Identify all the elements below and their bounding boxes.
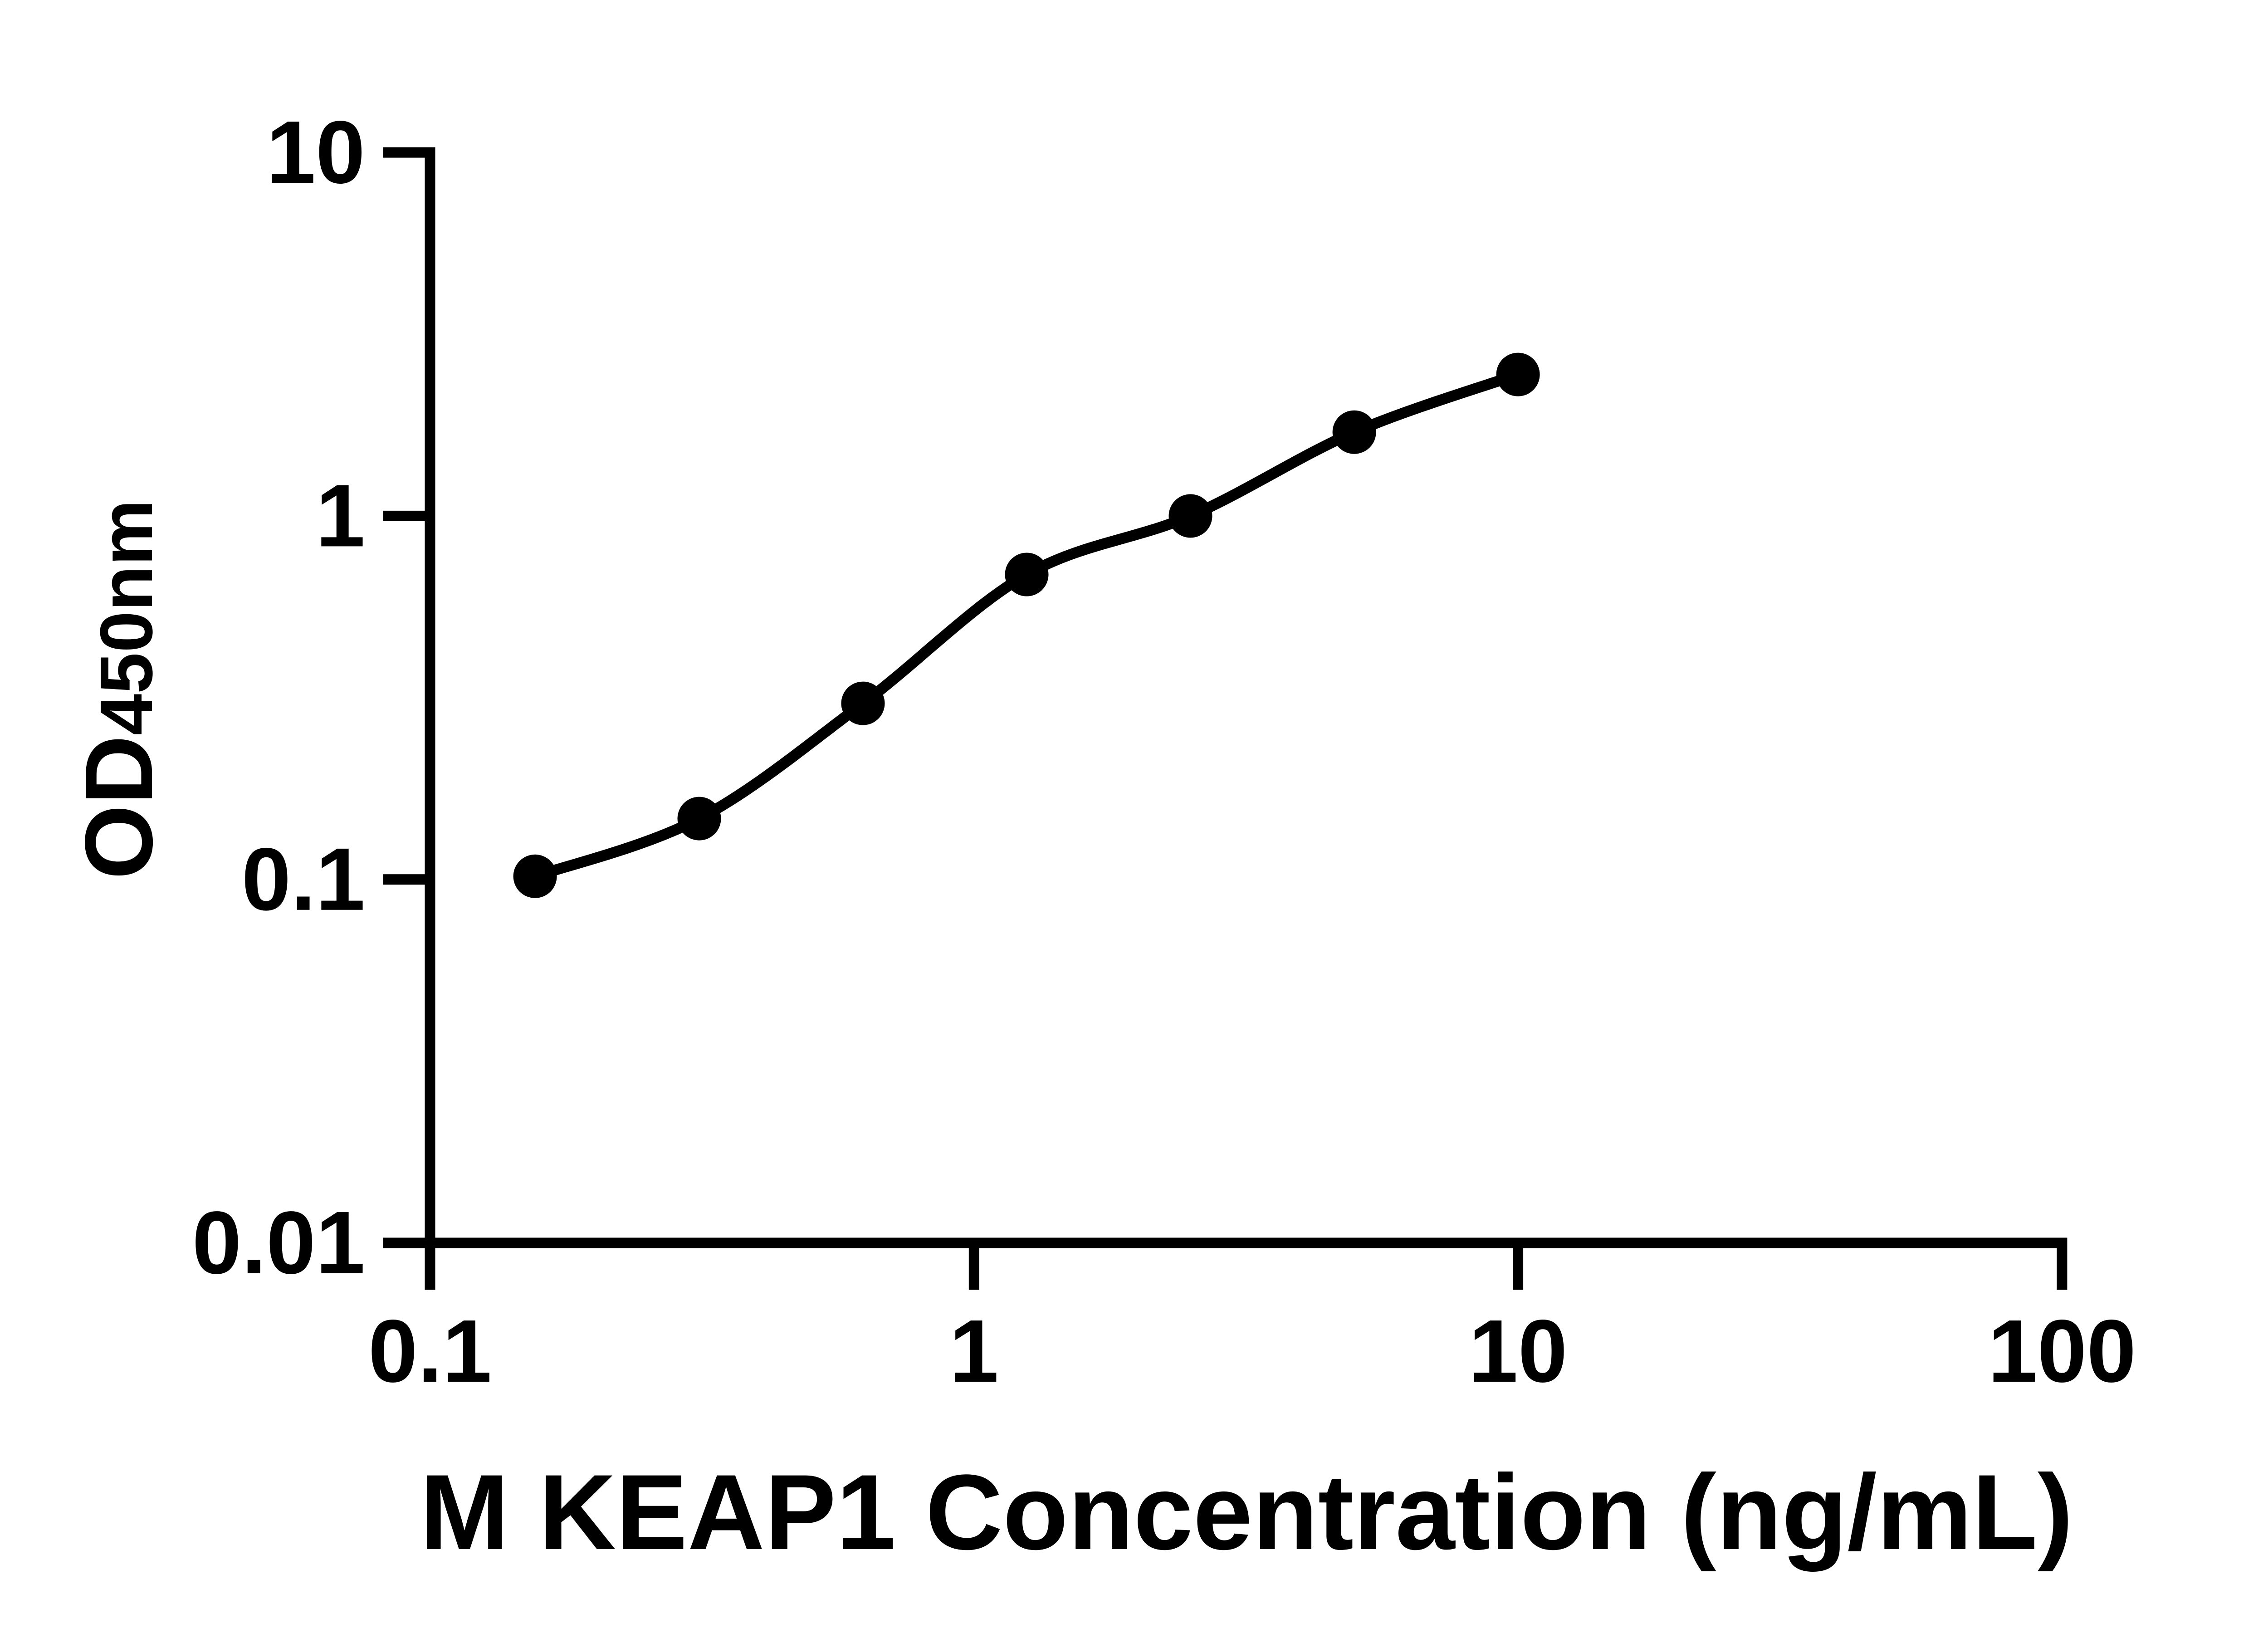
x-tick-label: 10 [1469,1301,1568,1401]
y-axis-title-subscript: 450nm [85,499,168,735]
x-tick-label: 100 [1988,1301,2136,1401]
data-point [1496,352,1540,396]
y-tick-label: 0.1 [242,830,365,929]
axes [425,147,2068,1248]
y-tick-label: 1 [316,466,365,565]
data-series [513,352,1540,898]
x-tick-label: 0.1 [368,1301,492,1401]
x-axis-title: M KEAP1 Concentration (ng/mL) [420,1452,2073,1572]
data-point [1332,410,1376,454]
y-tick-label: 10 [266,103,365,202]
data-point [841,681,885,725]
data-point [1168,494,1212,538]
data-point [677,797,721,841]
axis-ticks [383,147,2068,1290]
y-tick-label: 0.01 [192,1193,365,1292]
fit-curve [533,369,1520,882]
data-point [1005,552,1049,596]
x-tick-label: 1 [949,1301,999,1401]
y-axis-title-main: OD [65,735,172,880]
data-point [513,854,557,898]
y-axis-title: OD450nm [65,499,172,880]
